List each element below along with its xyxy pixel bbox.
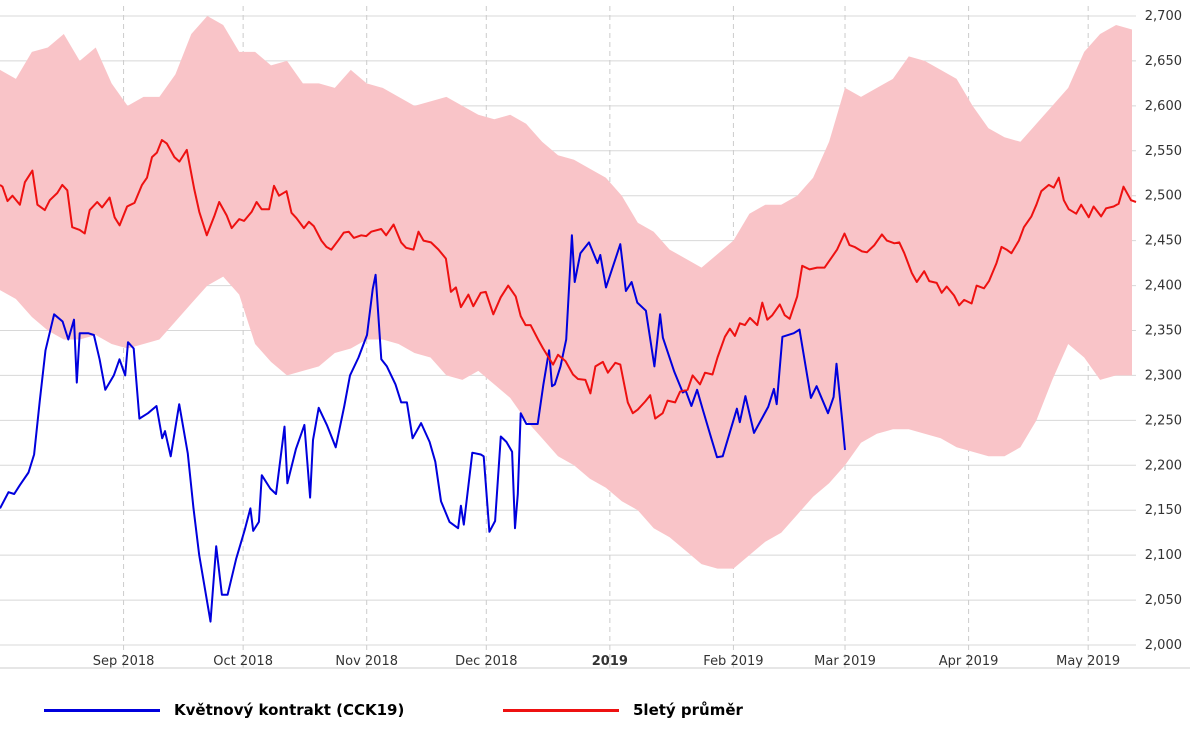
legend-item-contract[interactable]: Květnový kontrakt (CCK19): [44, 690, 404, 730]
y-tick-label: 2,000: [1145, 638, 1182, 653]
x-axis-labels: Sep 2018 Oct 2018 Nov 2018 Dec 2018 2019 Feb …: [93, 654, 1121, 669]
legend-item-average[interactable]: 5letý průměr: [503, 690, 743, 730]
y-tick-label: 2,400: [1145, 279, 1182, 294]
y-tick-label: 2,350: [1145, 324, 1182, 339]
range-band: [0, 16, 1132, 569]
series-layer: [0, 139, 1137, 623]
x-tick-label: Oct 2018: [213, 654, 273, 669]
y-tick-label: 2,700: [1145, 9, 1182, 24]
y-tick-label: 2,450: [1145, 234, 1182, 249]
x-tick-label: Feb 2019: [703, 654, 763, 669]
x-tick-label: Nov 2018: [335, 654, 398, 669]
y-axis-labels: 2,000 2,050 2,100 2,150 2,200 2,250 2,300 2,350…: [1145, 9, 1182, 653]
series-line-contract: [0, 234, 846, 623]
y-tick-label: 2,650: [1145, 54, 1182, 69]
y-tick-label: 2,100: [1145, 548, 1182, 563]
x-tick-label: Mar 2019: [814, 654, 876, 669]
x-tick-label: Apr 2019: [939, 654, 999, 669]
legend-swatch-contract: [44, 708, 160, 712]
y-tick-label: 2,550: [1145, 144, 1182, 159]
y-tick-label: 2,200: [1145, 458, 1182, 473]
x-tick-label: 2019: [592, 654, 628, 669]
x-tick-label: May 2019: [1056, 654, 1120, 669]
series-line-average: [0, 139, 1137, 420]
legend-label-contract: Květnový kontrakt (CCK19): [174, 701, 405, 719]
x-tick-label: Sep 2018: [93, 654, 155, 669]
x-tick-label: Dec 2018: [455, 654, 517, 669]
y-tick-label: 2,600: [1145, 99, 1182, 114]
legend-swatch-average: [503, 708, 619, 712]
y-tick-label: 2,050: [1145, 593, 1182, 608]
y-tick-label: 2,150: [1145, 503, 1182, 518]
range-band-layer: [0, 16, 1132, 569]
legend-label-average: 5letý průměr: [633, 701, 743, 719]
y-tick-label: 2,300: [1145, 368, 1182, 383]
y-tick-label: 2,500: [1145, 189, 1182, 204]
y-tick-label: 2,250: [1145, 413, 1182, 428]
